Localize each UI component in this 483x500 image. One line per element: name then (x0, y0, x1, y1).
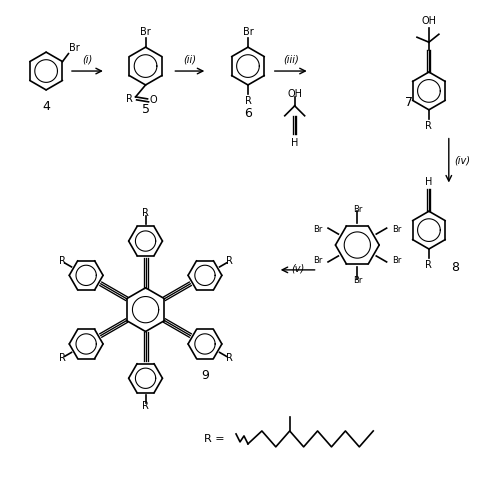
Text: 9: 9 (201, 370, 209, 382)
Text: R: R (142, 401, 149, 411)
Text: Br: Br (313, 256, 323, 265)
Text: (i): (i) (82, 54, 93, 64)
Text: Br: Br (392, 225, 401, 234)
Text: 4: 4 (42, 100, 50, 113)
Text: Br: Br (353, 276, 362, 285)
Text: 7: 7 (405, 96, 413, 109)
Text: R: R (126, 94, 133, 104)
Text: 5: 5 (142, 103, 150, 116)
Text: (ii): (ii) (184, 54, 196, 64)
Text: (iv): (iv) (454, 156, 470, 166)
Text: R: R (226, 256, 232, 266)
Text: R: R (58, 353, 66, 363)
Text: OH: OH (421, 16, 437, 26)
Text: Br: Br (140, 27, 151, 37)
Text: (iii): (iii) (283, 54, 298, 64)
Text: O: O (150, 95, 157, 105)
Text: Br: Br (313, 225, 323, 234)
Text: R: R (426, 260, 432, 270)
Text: Br: Br (353, 206, 362, 214)
Text: 8: 8 (451, 261, 459, 274)
Text: H: H (291, 138, 298, 147)
Text: R: R (426, 120, 432, 130)
Text: H: H (425, 178, 433, 188)
Text: 6: 6 (244, 107, 252, 120)
Text: R: R (142, 208, 149, 218)
Text: Br: Br (70, 42, 80, 52)
Text: R =: R = (204, 434, 225, 444)
Text: OH: OH (287, 89, 302, 99)
Text: Br: Br (242, 27, 254, 37)
Text: R: R (58, 256, 66, 266)
Text: R: R (226, 353, 232, 363)
Text: Br: Br (392, 256, 401, 265)
Text: (v): (v) (291, 264, 304, 274)
Text: R: R (244, 96, 251, 106)
